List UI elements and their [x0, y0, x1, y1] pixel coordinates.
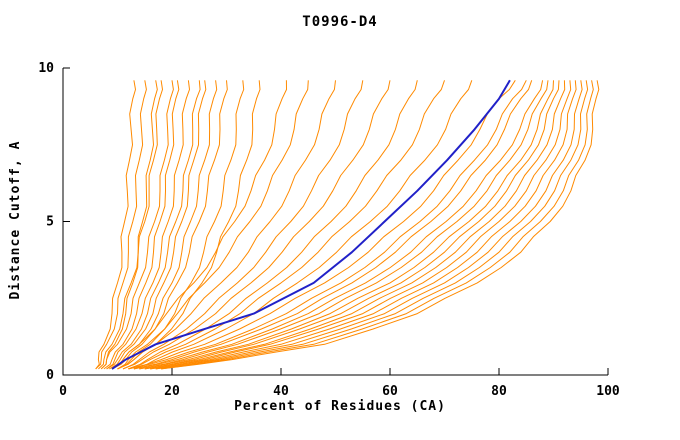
model-curve	[133, 80, 544, 370]
model-curve	[161, 80, 600, 370]
model-curve	[122, 80, 391, 370]
x-tick-label: 40	[273, 384, 289, 399]
model-curve	[128, 80, 418, 370]
model-curve	[161, 80, 594, 370]
model-curve	[122, 80, 364, 370]
x-tick-label: 60	[382, 384, 398, 399]
model-curve	[150, 80, 572, 370]
x-axis-label: Percent of Residues (CA)	[234, 399, 446, 414]
x-tick-label: 100	[596, 384, 620, 399]
model-curve	[128, 80, 516, 370]
model-curve	[144, 80, 560, 370]
y-axis-label: Distance Cutoff, A	[8, 140, 23, 300]
highlight-curve	[111, 79, 511, 370]
model-curve	[111, 80, 287, 370]
model-curve	[106, 80, 201, 370]
x-tick-label: 20	[164, 384, 180, 399]
model-curve	[100, 80, 158, 370]
model-curve	[139, 80, 549, 370]
model-curve	[100, 80, 174, 370]
model-curve	[117, 80, 309, 370]
model-curve	[109, 80, 207, 370]
chart-title: T0996-D4	[302, 14, 378, 30]
model-curve	[144, 80, 566, 370]
model-curve	[150, 80, 577, 370]
model-curve	[133, 80, 473, 370]
model-curve	[95, 80, 147, 370]
model-curve	[133, 80, 533, 370]
model-curve	[106, 80, 190, 370]
model-curve	[111, 80, 228, 370]
y-tick-label: 10	[38, 61, 54, 76]
model-curve	[95, 80, 136, 370]
model-curve	[128, 80, 527, 370]
y-tick-label: 5	[46, 215, 54, 230]
model-curve	[128, 80, 445, 370]
model-curve	[103, 80, 180, 370]
x-tick-label: 0	[59, 384, 67, 399]
model-curve	[139, 80, 554, 370]
model-curve	[117, 80, 245, 370]
model-curve	[98, 80, 163, 370]
model-curve	[155, 80, 589, 370]
y-tick-label: 0	[46, 368, 54, 383]
model-curve	[155, 80, 583, 370]
x-tick-label: 80	[491, 384, 507, 399]
